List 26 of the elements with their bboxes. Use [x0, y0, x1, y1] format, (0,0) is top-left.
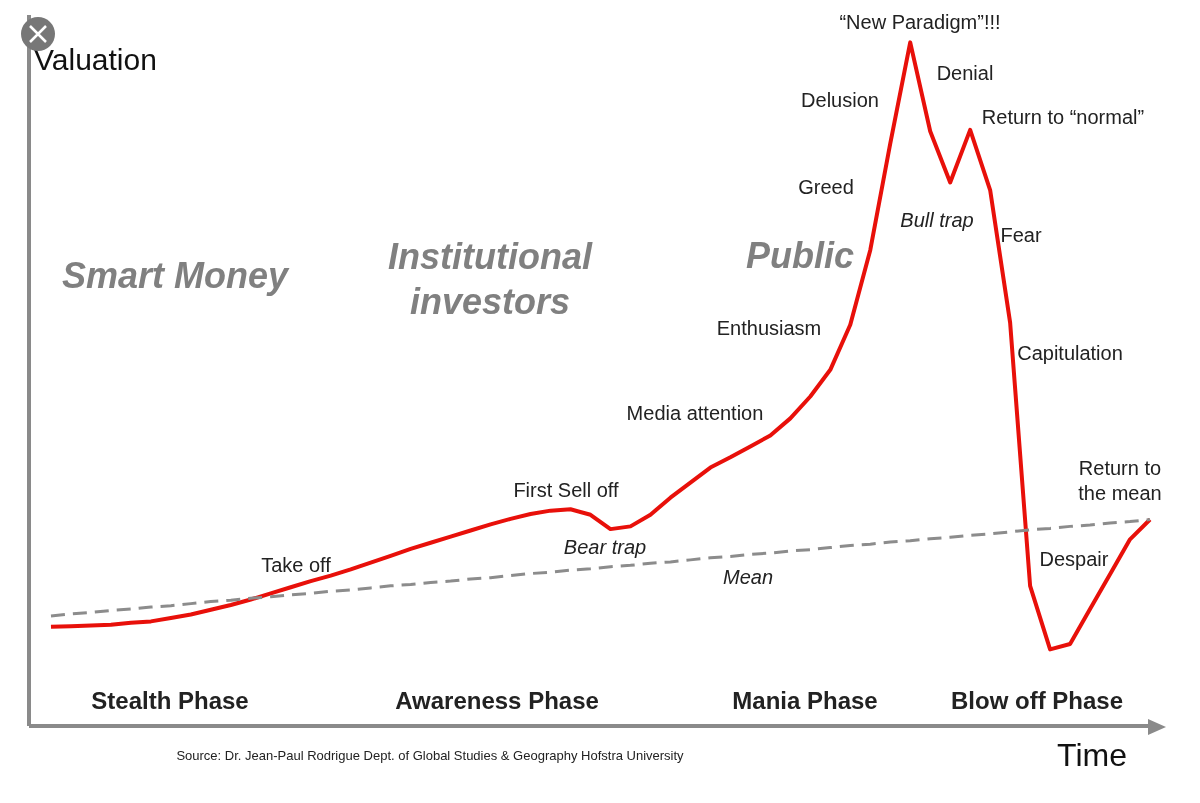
annotation: Stealth Phase	[91, 686, 249, 714]
annotation: Bear trap	[563, 536, 647, 558]
annotation: Bull trap	[900, 209, 974, 231]
annotation: Mean	[722, 566, 774, 588]
annotation: Awareness Phase	[395, 686, 599, 714]
annotation: Mania Phase	[732, 686, 878, 714]
text: “New Paradigm”!!!	[839, 11, 1001, 33]
annotation: Institutional investors	[388, 235, 593, 321]
annotation: Enthusiasm	[716, 317, 822, 339]
annotation: First Sell off	[513, 479, 620, 501]
annotation: Despair	[1039, 548, 1109, 570]
annotation: Denial	[936, 62, 994, 84]
annotation: Greed	[798, 176, 854, 198]
annotation: Delusion	[801, 89, 879, 111]
source-note: Source: Dr. Jean-Paul Rodrigue Dept. of Global Studies & Geography Hofstra University	[176, 747, 685, 763]
annotation: Capitulation	[1017, 342, 1123, 364]
annotation: Smart Money	[61, 254, 290, 296]
annotation: Take off	[261, 554, 332, 576]
y-axis-title: Valuation	[34, 43, 157, 76]
annotation: Fear	[1000, 224, 1042, 246]
annotation: Return to “normal”	[981, 106, 1145, 128]
annotation: Media attention	[626, 402, 764, 424]
annotation: Return to the mean	[1078, 456, 1162, 504]
x-axis-title: Time	[1057, 737, 1127, 773]
annotation: Blow off Phase	[950, 686, 1124, 714]
annotation: Public	[745, 234, 855, 276]
